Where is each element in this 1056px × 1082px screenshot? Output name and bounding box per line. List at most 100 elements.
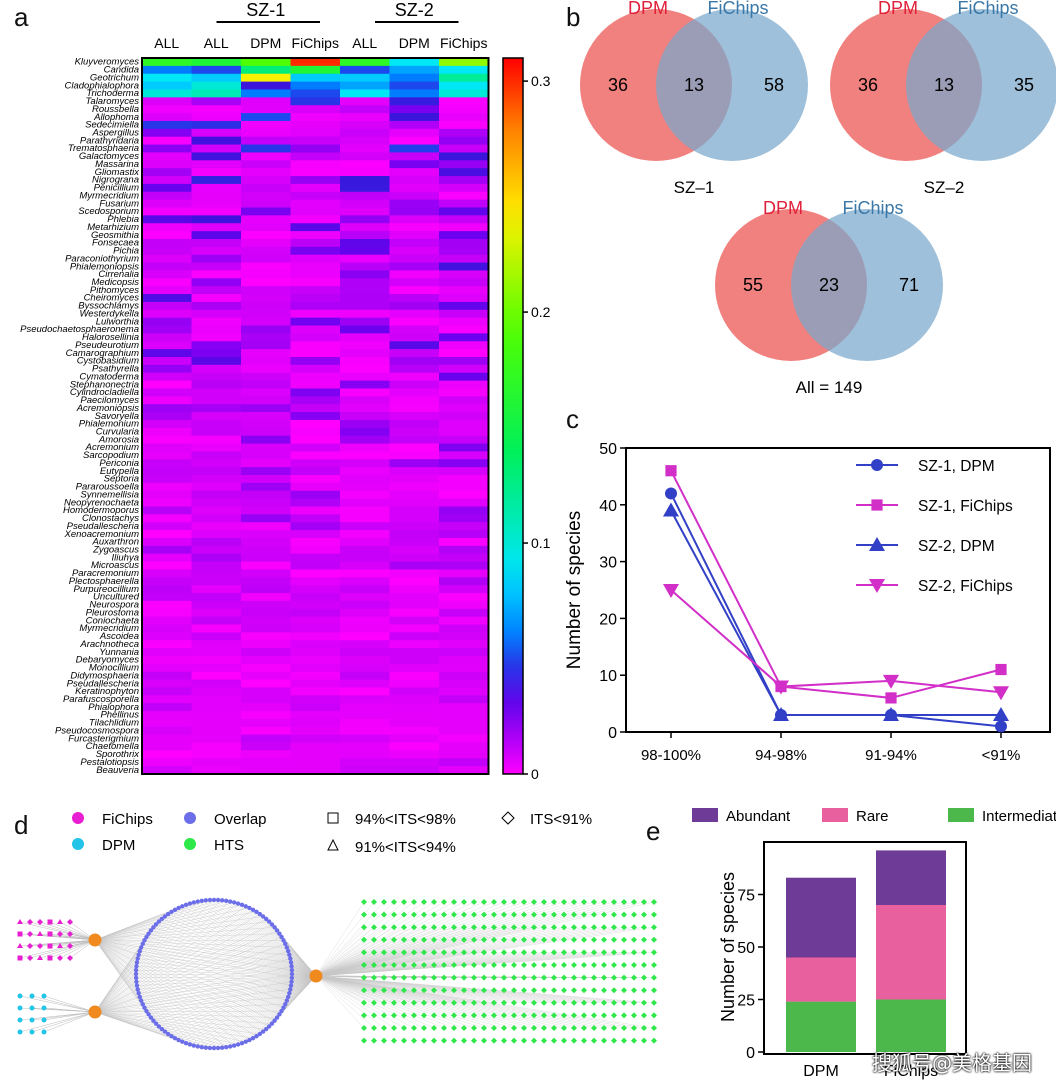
edge [94,939,172,1037]
heatmap-cell [142,349,192,358]
hts-node [431,1037,437,1044]
row-label: Ascoidea [99,631,139,642]
hts-node [501,999,507,1006]
heatmap-cell [439,522,489,531]
hts-node [611,936,617,943]
row-label: Septoria [104,474,139,485]
edge [94,901,198,1013]
hts-node [371,987,377,994]
fichips-node [27,943,33,949]
heatmap-cell [191,364,242,374]
heatmap-cell [439,309,489,319]
heatmap-cell [389,215,440,224]
row-label: Didymosphaeria [70,670,139,681]
heatmap-cell [340,341,390,350]
row-label: Fusarium [99,198,139,209]
hts-node [471,911,477,918]
heatmap-cell [241,215,291,224]
hts-node [431,999,437,1006]
edge [94,939,219,1049]
hts-node [561,936,567,943]
hts-node [501,911,507,918]
heatmap-cell [191,325,242,334]
heatmap-cell [142,726,192,736]
edge [226,900,317,977]
heatmap-cell [191,616,242,626]
hts-node [431,974,437,981]
row-label: Eutypella [100,466,139,477]
hts-node [481,974,487,981]
edge [135,973,317,977]
heatmap-cell [290,451,341,460]
heatmap-cell [340,128,390,138]
row-label: Sedecimiella [85,120,139,131]
hts-node [571,962,577,968]
hts-node [371,949,377,956]
hts-node [571,1025,577,1031]
hts-node [651,936,657,943]
edge [283,940,317,977]
column-label: FiChips [292,35,339,51]
hts-node [401,1025,407,1031]
heatmap-cell [142,514,192,523]
heatmap-cell [241,246,291,256]
row-label: Homodermoporus [63,505,139,516]
row-label: Pararoussoella [76,482,139,493]
heatmap-cell [241,640,291,649]
hts-node [601,1025,607,1031]
heatmap-cell [340,73,390,83]
edge [94,906,246,1013]
hts-node [401,936,407,943]
heatmap-cell [290,301,341,311]
heatmap-cell [241,718,291,728]
edge [94,936,282,1013]
heatmap-cell [290,152,341,161]
heatmap-cell [439,81,489,90]
heatmap-cell [340,136,390,146]
heatmap-cell [290,671,341,681]
hts-node [481,1025,487,1031]
edge [43,1007,96,1013]
heatmap-cell [142,341,192,350]
hts-node [421,936,427,943]
hts-node [501,987,507,994]
hts-node [451,1012,457,1019]
heatmap-cell [290,742,341,751]
overlap-node [269,1021,275,1026]
heatmap-border [141,57,490,775]
row-label: Pseudochaetosphaeronema [20,324,139,335]
legend-color-dot [72,812,84,824]
edge [94,939,290,955]
fichips-node [37,919,43,925]
y-tick-label: 20 [599,611,617,628]
overlap-node [289,967,295,973]
heatmap-cell [340,356,390,366]
heatmap-cell [191,600,242,610]
heatmap-cell [191,514,242,523]
row-label: Lulworthia [96,316,139,327]
data-point [885,692,897,704]
hts-node [401,899,407,905]
overlap-node [288,983,294,988]
heatmap-cell [439,372,489,382]
hts-node [631,936,637,943]
heatmap-cell [389,561,440,570]
heatmap-cell [142,451,192,460]
heatmap-cell [439,585,489,594]
heatmap-cell [439,600,489,610]
heatmap-cell [389,380,440,389]
heatmap-cell [241,199,291,208]
x-tick-label: 94-98% [755,747,807,764]
row-label: Zygoascus [92,545,139,556]
overlap-node [247,905,252,911]
overlap-node [156,1024,162,1029]
hts-node [571,924,577,931]
heatmap-cell [191,561,242,570]
x-tick-label: 98-100% [641,747,701,764]
heatmap-cell [439,412,489,421]
hts-node [421,1025,427,1031]
hts-node [621,1012,627,1019]
heatmap-cell [290,553,341,563]
overlap-node [180,904,185,909]
overlap-node [263,916,269,922]
